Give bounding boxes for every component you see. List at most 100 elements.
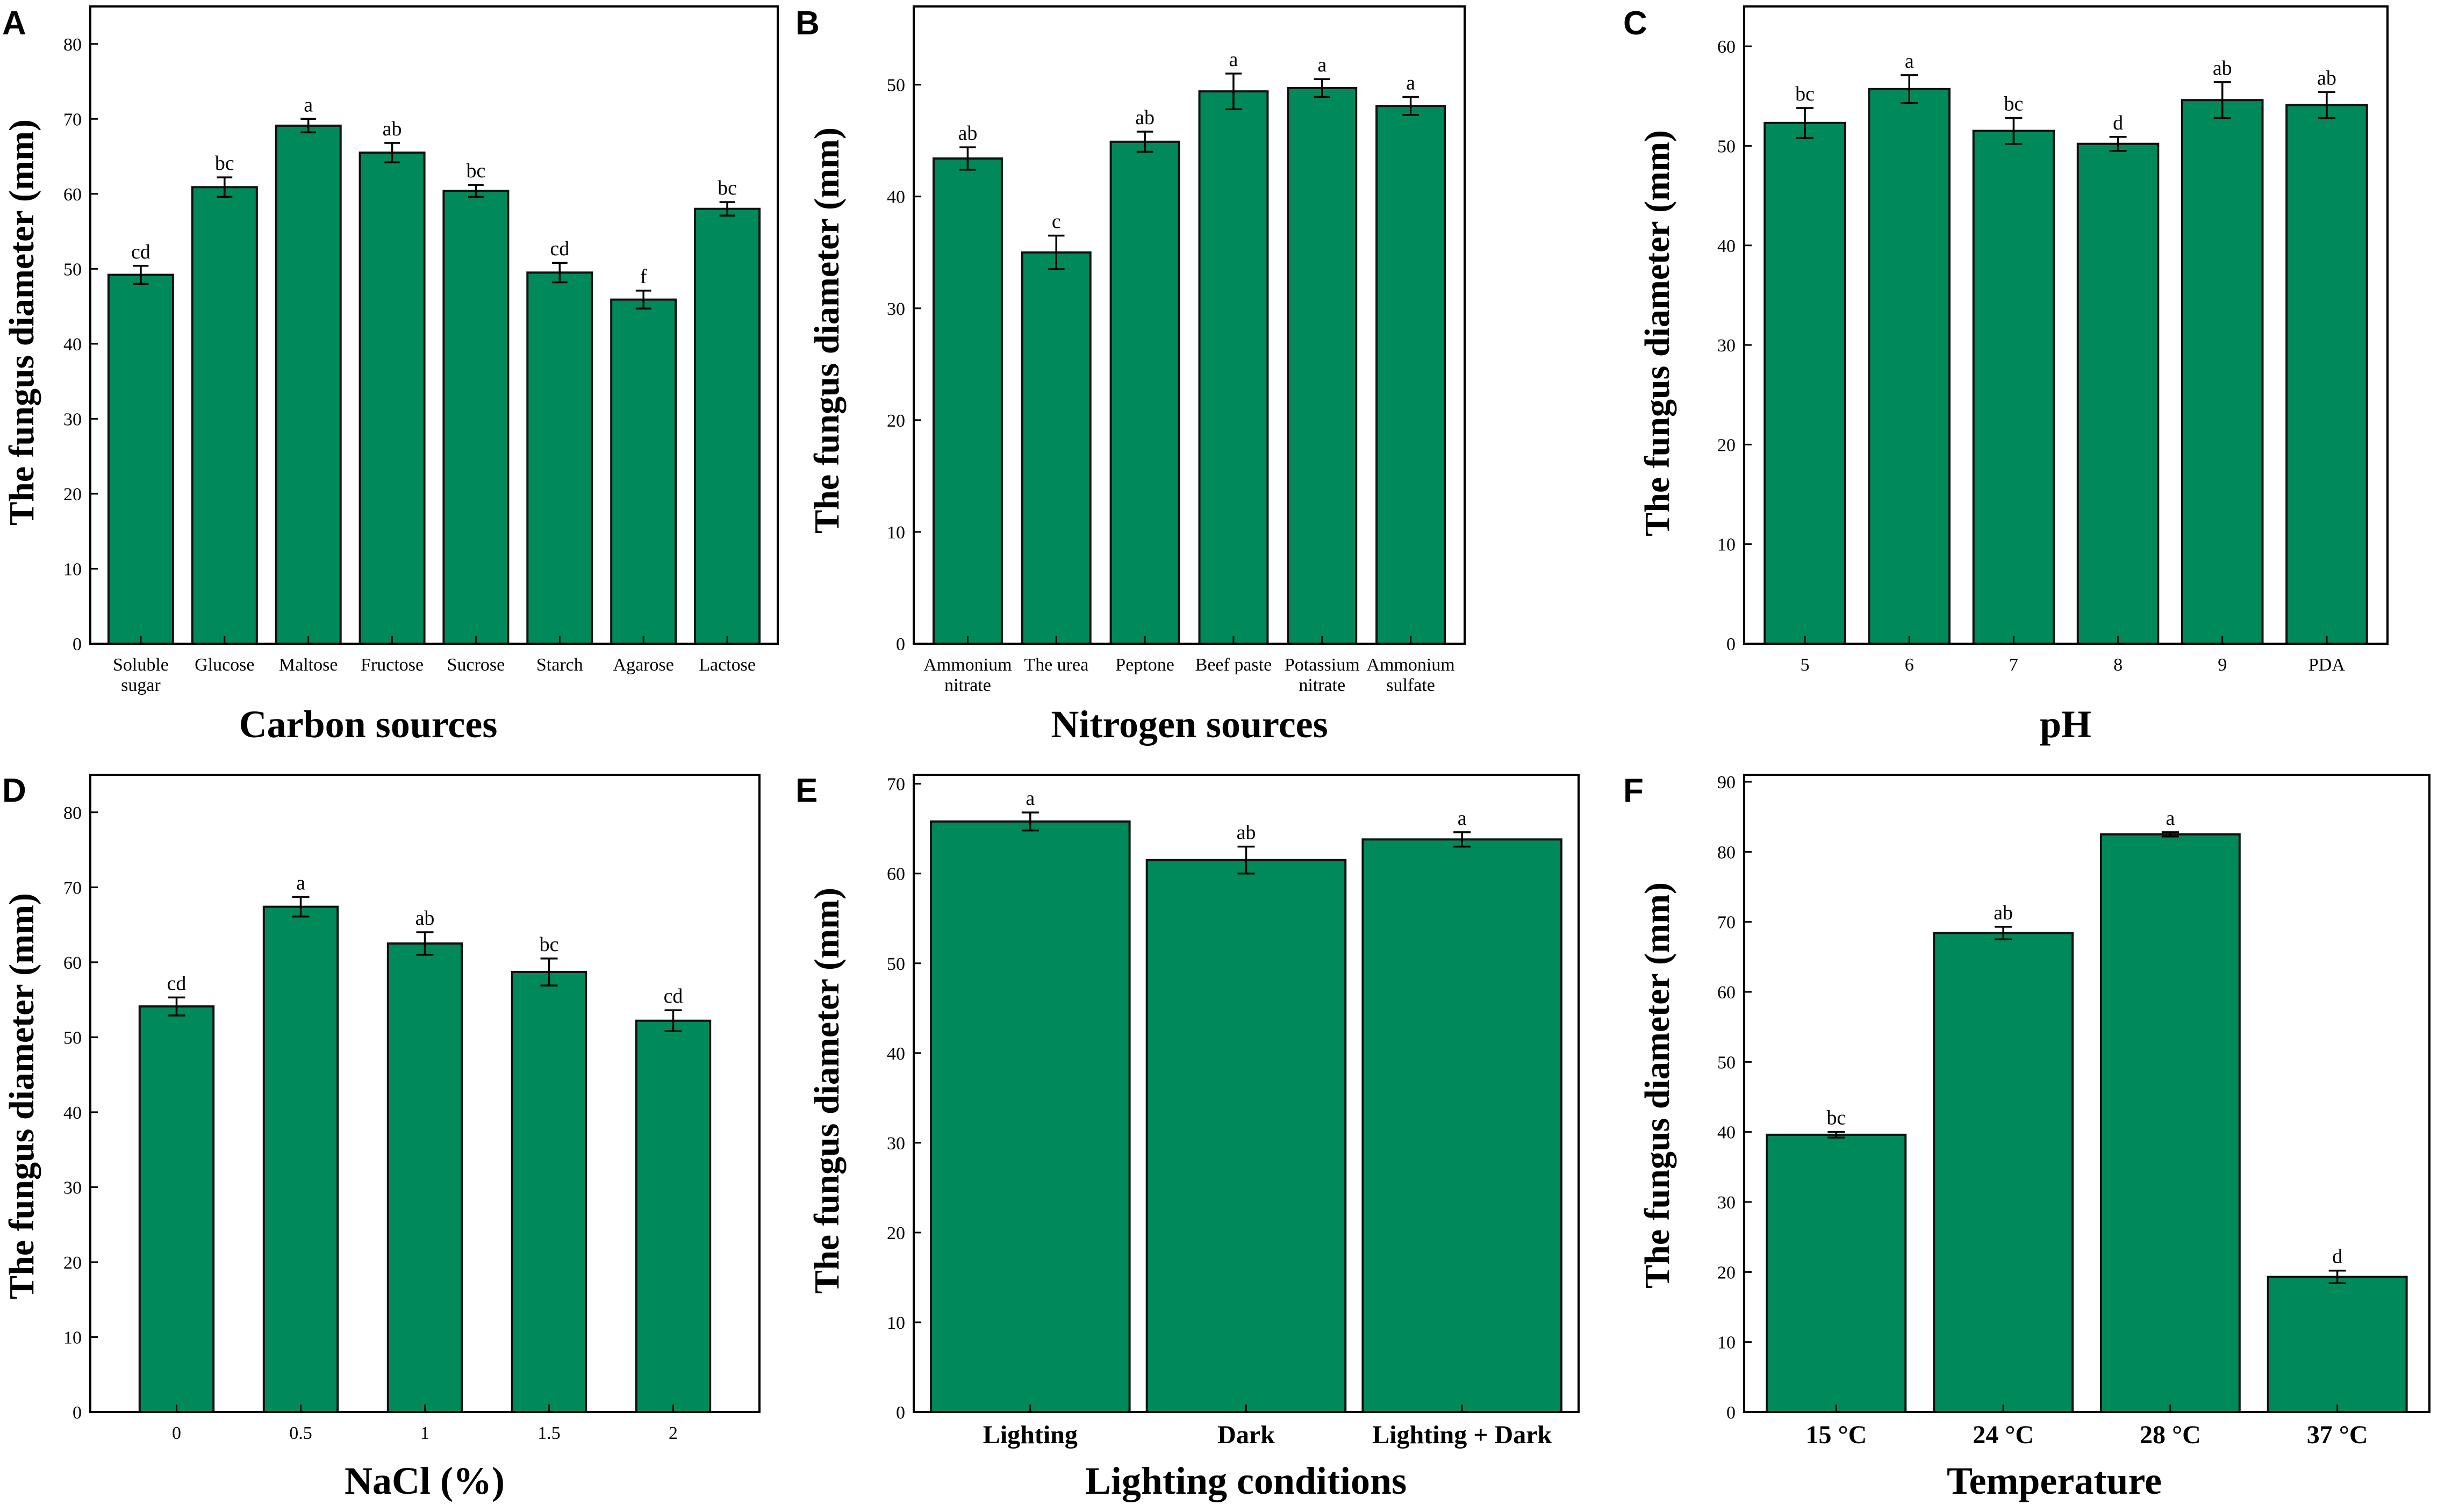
panel-a-error-bar (384, 142, 400, 163)
x-tick-label-line: 1 (420, 1423, 429, 1443)
panel-a-y-tick-label: 50 (63, 260, 82, 279)
panel-c-significance-label: bc (2004, 93, 2023, 116)
panel-f-error-bar (2161, 831, 2179, 838)
panel-d-significance-label: a (296, 872, 305, 894)
panel-d-y-tick-label: 80 (63, 803, 82, 823)
x-tick-label-line: 28 °C (2140, 1421, 2201, 1449)
panel-b-bar (933, 157, 1003, 645)
panel-f-y-tick-label: 90 (1717, 773, 1736, 793)
x-tick-label-line: Lactose (699, 655, 756, 675)
panel-b-significance-label: c (1052, 211, 1061, 233)
x-tick-label-line: 5 (1801, 655, 1810, 675)
panel-a-bar (107, 273, 174, 645)
panel-d-y-tick-label: 60 (63, 953, 82, 973)
panel-e-y-tick-label: 50 (887, 954, 905, 974)
panel-d-y-tick-label: 10 (63, 1328, 82, 1348)
panel-a-bar (610, 298, 677, 645)
panel-c-x-tick-label: 9 (2218, 655, 2227, 675)
x-tick-label-line: Ammonium (923, 655, 1012, 675)
panel-c-bar (1972, 129, 2055, 645)
panel-c-y-tick-label: 60 (1717, 37, 1736, 57)
panel-b-y-tick-label: 50 (887, 76, 905, 96)
panel-b-bar (1021, 251, 1092, 645)
panel-f-x-tick-label: 28 °C (2140, 1421, 2201, 1449)
panel-b-error-bar (1314, 78, 1330, 98)
panel-f-x-tick-label: 15 °C (1805, 1421, 1867, 1449)
panel-a-x-axis-title: Carbon sources (239, 703, 498, 746)
panel-a-significance-label: ab (383, 118, 402, 140)
panel-a-y-tick-label: 20 (63, 485, 82, 505)
panel-a-significance-label: bc (467, 160, 486, 182)
panel-b-error-bar (1402, 96, 1419, 116)
panel-a-error-bar (133, 265, 149, 285)
panel-e-error-bar (1237, 845, 1255, 875)
panel-f: F The fungus diameter (mm) Temperature (1623, 772, 2162, 1502)
panel-d-significance-label: bc (540, 933, 559, 956)
panel-a-letter: A (2, 5, 26, 42)
panel-e-y-tick-label: 30 (887, 1134, 905, 1154)
panel-b-y-tick-label: 30 (887, 299, 905, 319)
panel-b-error-bar (959, 146, 976, 171)
panel-e-letter: E (795, 772, 818, 809)
panel-e-significance-label: a (1458, 807, 1467, 830)
panel-a-significance-label: cd (131, 241, 150, 263)
panel-d-significance-label: ab (415, 907, 435, 930)
panel-b-x-tick-label: Beef paste (1195, 655, 1272, 675)
panel-c-bar (2181, 99, 2264, 645)
panel-d-y-axis-title: The fungus diameter (mm) (2, 893, 41, 1299)
panel-f-bar (2267, 1276, 2408, 1413)
panel-c-significance-label: ab (2317, 67, 2336, 89)
panel-a-significance-label: cd (550, 237, 569, 260)
panel-d-error-bar (664, 1009, 682, 1032)
panel-d-bar (386, 942, 463, 1413)
panel-c-bar (2076, 142, 2160, 645)
panel-e-x-axis-title: Lighting conditions (1085, 1459, 1407, 1502)
x-tick-label-line: 2 (669, 1423, 678, 1443)
panel-d: D The fungus diameter (mm) NaCl (%) (2, 772, 505, 1502)
panel-c-y-tick-label: 40 (1717, 236, 1736, 256)
panel-b-y-tick-label: 40 (887, 188, 905, 207)
x-tick-label-line: The urea (1024, 655, 1088, 675)
x-tick-label-line: nitrate (944, 675, 991, 695)
panel-c-bar (1868, 88, 1951, 645)
x-tick-label-line: Glucose (195, 655, 254, 675)
panel-d-y-tick-label: 0 (73, 1403, 82, 1423)
panel-d-y-tick-label: 20 (63, 1253, 82, 1273)
panel-a-x-tick-label: Lactose (699, 655, 756, 675)
panel-a-x-tick-label: Agarose (613, 655, 674, 675)
panel-f-y-tick-label: 20 (1717, 1263, 1736, 1283)
x-tick-label-line: Agarose (613, 655, 674, 675)
x-tick-label-line: 8 (2113, 655, 2123, 675)
panel-d-error-bar (540, 957, 558, 987)
panel-c-x-tick-label: PDA (2308, 655, 2345, 675)
panel-a-bar (191, 186, 258, 645)
panel-e-bar (930, 820, 1131, 1413)
panel-f-y-tick-label: 50 (1717, 1053, 1736, 1072)
panel-f-bar (1933, 932, 2074, 1413)
panel-e-y-tick-label: 60 (887, 865, 905, 884)
panel-e-significance-label: a (1026, 787, 1035, 810)
panel-e-significance-label: ab (1237, 822, 1256, 844)
panel-d-y-tick-label: 30 (63, 1178, 82, 1198)
panel-e-x-tick-label: Lighting + Dark (1372, 1421, 1552, 1449)
panel-a-error-bar (468, 184, 484, 198)
panel-f-x-axis-title: Temperature (1947, 1459, 2162, 1502)
panel-c-significance-label: d (2113, 112, 2123, 134)
panel-a: A The fungus diameter (mm) Carbon source… (2, 5, 497, 746)
x-tick-label-line: 9 (2218, 655, 2227, 675)
panel-b-bar (1198, 90, 1269, 645)
panel-c-error-bar (2109, 136, 2127, 152)
panel-b-y-tick-label: 0 (896, 635, 905, 654)
panel-a-axis-frame (89, 5, 779, 645)
panel-b-bar (1287, 87, 1358, 645)
panel-f-bar (2099, 833, 2241, 1413)
x-tick-label-line: Starch (536, 655, 583, 675)
x-tick-label-line: 0 (172, 1423, 181, 1443)
panel-a-error-bar (635, 290, 651, 310)
panel-e-y-tick-label: 0 (896, 1403, 905, 1423)
panel-c-x-tick-label: 6 (1905, 655, 1914, 675)
x-tick-label-line: Lighting + Dark (1372, 1421, 1552, 1449)
panel-d-error-bar (292, 896, 310, 918)
panel-e-y-tick-label: 70 (887, 775, 905, 795)
panel-d-error-bar (416, 931, 434, 956)
